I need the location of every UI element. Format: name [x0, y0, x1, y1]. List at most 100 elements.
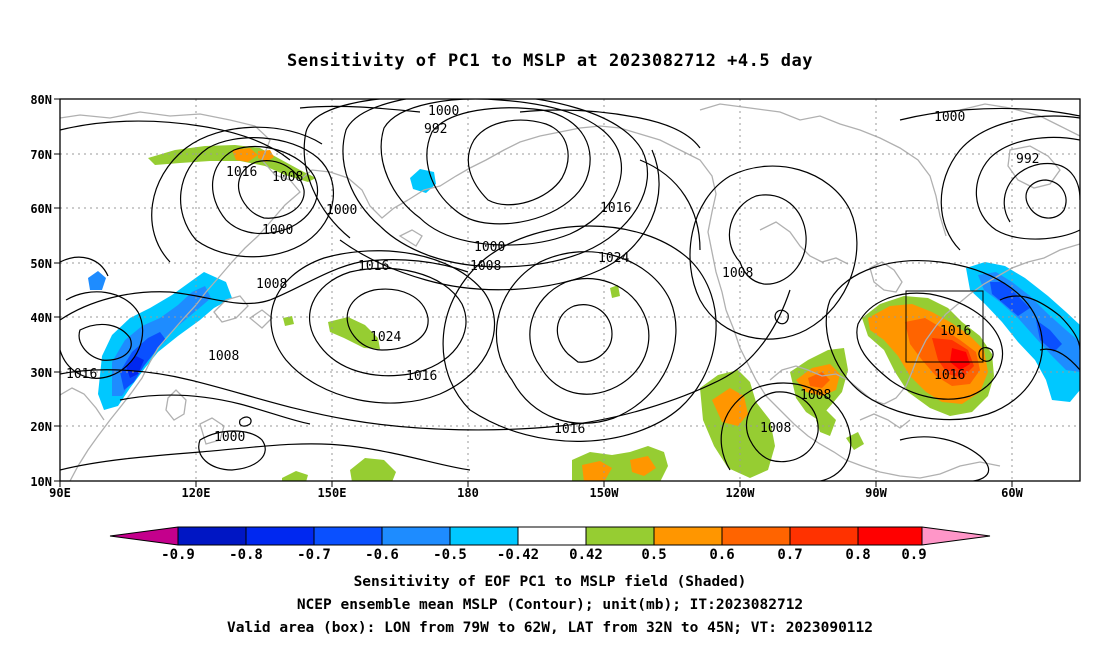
isobar-line — [60, 443, 471, 471]
shade-green — [350, 458, 396, 481]
coastline — [398, 229, 423, 247]
coastline — [299, 169, 409, 219]
coastline — [845, 459, 1001, 479]
isobar-label: 1016 — [940, 324, 971, 339]
isobar-label: 1008 — [208, 349, 239, 364]
colorbar-label: -0.8 — [229, 547, 263, 563]
coastline — [725, 309, 847, 461]
lat-label: 60N — [30, 202, 52, 216]
isobar-line — [60, 289, 791, 431]
caption-line-2: NCEP ensemble mean MSLP (Contour); unit(… — [296, 597, 804, 613]
shade-orange — [232, 148, 258, 162]
isobar-line — [426, 107, 591, 225]
isobar-label: 992 — [424, 122, 447, 137]
shade-dark-blue — [990, 282, 1030, 316]
colorbar-seg — [858, 527, 922, 545]
lon-label: 120E — [182, 486, 211, 500]
shade-orange — [712, 388, 748, 426]
plot-frame — [59, 98, 1081, 482]
isobar-line — [940, 115, 1080, 251]
isobar-line — [212, 145, 319, 235]
colorbar-seg — [518, 527, 586, 545]
caption-line-1: Sensitivity of EOF PC1 to MSLP field (Sh… — [353, 574, 747, 590]
coastline — [859, 413, 911, 429]
isobar-label: 1016 — [554, 422, 585, 437]
isobar-line — [728, 194, 807, 285]
isobar-label: 1008 — [722, 266, 753, 281]
shade-blue — [410, 169, 436, 193]
colorbar-label: 0.6 — [709, 547, 734, 563]
shade-green — [148, 145, 316, 182]
lon-label: 150W — [590, 486, 620, 500]
shade-dark-blue — [1036, 320, 1062, 352]
isobar-label: 1016 — [226, 165, 257, 180]
lon-axis — [59, 481, 1013, 487]
isobar-line — [720, 382, 852, 481]
isobar-label: 1000 — [934, 110, 965, 125]
colorbar-label: -0.7 — [297, 547, 331, 563]
lat-axis — [54, 98, 60, 482]
isobar-line — [556, 304, 613, 363]
shade-green — [816, 410, 836, 436]
isobar-line — [60, 120, 291, 161]
lon-labels: 90E 120E 150E 180 150W 120W 90W 60W — [49, 486, 1023, 500]
colorbar-label: 0.8 — [845, 547, 870, 563]
isobar-line — [299, 105, 421, 113]
isobar-line — [689, 165, 858, 340]
isobar-label: 1000 — [214, 430, 245, 445]
isobar-label: 1008 — [272, 170, 303, 185]
coastline — [959, 103, 1080, 137]
isobar-line — [774, 309, 789, 325]
colorbar-seg — [110, 527, 178, 545]
colorbar-seg — [790, 527, 858, 545]
caption-line-3: Valid area (box): LON from 79W to 62W, L… — [226, 620, 873, 636]
isobar-line — [342, 99, 649, 268]
colorbar-seg — [246, 527, 314, 545]
coastline — [248, 309, 273, 329]
isobar-line — [1025, 179, 1067, 219]
isobar-line — [60, 259, 469, 321]
isobar-line — [856, 292, 1004, 400]
isobar-line — [60, 256, 109, 277]
lat-label: 30N — [30, 366, 52, 380]
lat-label: 70N — [30, 148, 52, 162]
isobar-line — [975, 136, 1080, 240]
lon-label: 150E — [318, 486, 347, 500]
coastline — [407, 127, 581, 201]
shaded-sensitivity — [88, 145, 1080, 481]
lon-label: 180 — [457, 486, 479, 500]
lon-label: 90W — [865, 486, 887, 500]
isobar-line — [270, 250, 496, 404]
isobar-line — [309, 267, 467, 377]
map-title: Sensitivity of PC1 to MSLP at 2023082712… — [286, 51, 813, 71]
isobar-line — [999, 295, 1080, 351]
isobar-label: 1016 — [600, 201, 631, 216]
shade-green — [282, 471, 308, 481]
colorbar-seg — [450, 527, 518, 545]
isobar-line — [529, 277, 650, 395]
isobar-label: 1000 — [262, 223, 293, 238]
isobar-line — [339, 149, 660, 291]
shade-green — [610, 285, 620, 298]
colorbar-label: -0.42 — [497, 547, 539, 563]
isobar-label: 1008 — [800, 388, 831, 403]
isobar-label: 1024 — [598, 251, 629, 266]
isobar-line — [180, 137, 334, 258]
coastline — [165, 389, 187, 421]
isobar-line — [825, 260, 1043, 421]
isobar-label: 1016 — [934, 368, 965, 383]
isobar-label: 1016 — [66, 367, 97, 382]
lon-label: 120W — [726, 486, 756, 500]
colorbar-label: -0.9 — [161, 547, 195, 563]
isobar-line — [639, 159, 701, 251]
isobar-line — [346, 288, 429, 351]
lon-label: 60W — [1001, 486, 1023, 500]
coastline — [60, 111, 256, 127]
shade-red — [950, 348, 970, 370]
isobar-label: 1008 — [470, 259, 501, 274]
colorbar — [110, 527, 990, 545]
isobar-label: 1016 — [358, 259, 389, 274]
valid-area-box — [905, 290, 984, 363]
isobar-line — [198, 430, 266, 471]
isobar-line — [60, 291, 144, 379]
